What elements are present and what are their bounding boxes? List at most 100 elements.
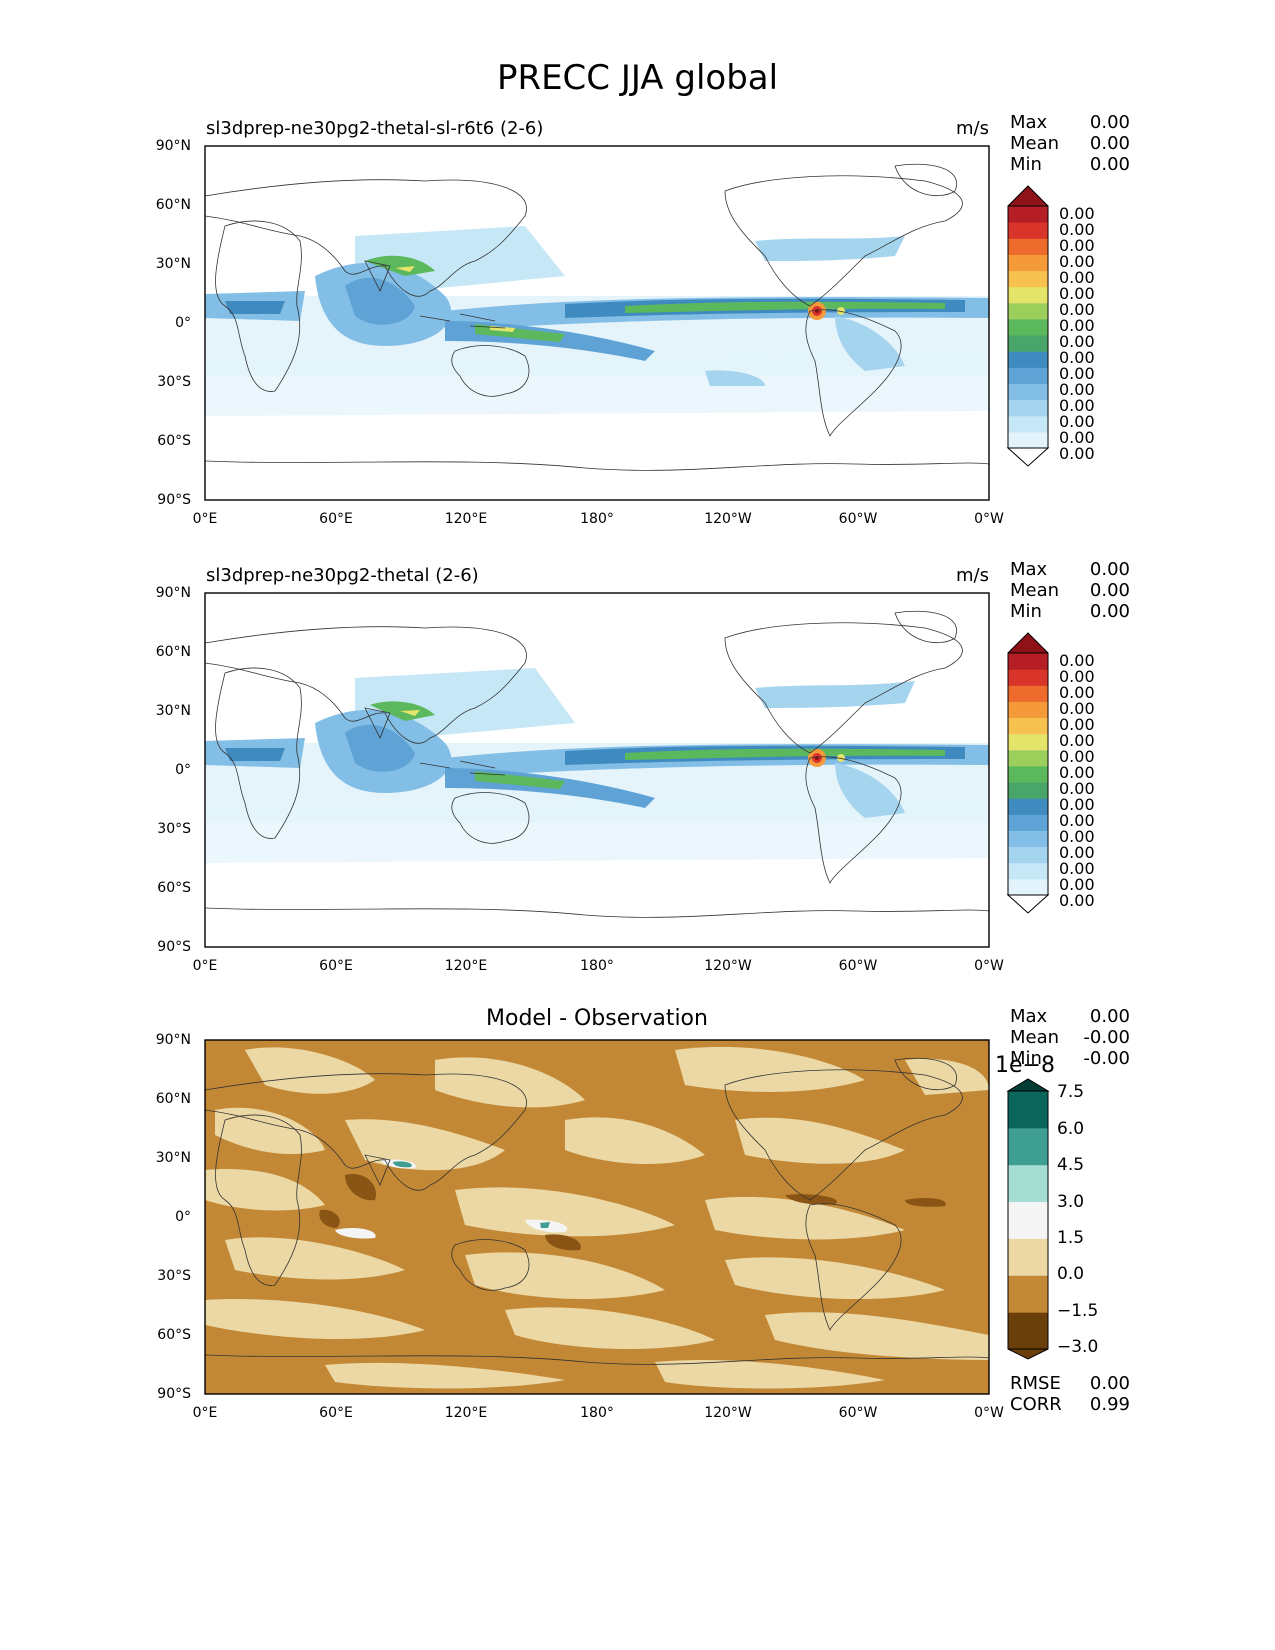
diff-field bbox=[205, 1046, 989, 1389]
panel-3-xtick: 0°W bbox=[974, 1405, 1004, 1421]
colorbar-label: 0.00 bbox=[1059, 763, 1095, 782]
colorbar-label: 0.00 bbox=[1059, 444, 1095, 463]
colorbar-label: 0.00 bbox=[1059, 667, 1095, 686]
panel-1-xtick: 0°E bbox=[192, 511, 218, 527]
colorbar-swatch bbox=[1008, 1312, 1048, 1350]
panel-2-colorbar bbox=[1006, 632, 1050, 914]
colorbar-label: 0.00 bbox=[1059, 715, 1095, 734]
colorbar-swatch bbox=[1008, 286, 1048, 304]
panel-3-stat-min-value: -0.00 bbox=[1083, 1048, 1130, 1069]
panel-1-units: m/s bbox=[956, 118, 989, 139]
panel-1-stat-mean-value: 0.00 bbox=[1089, 133, 1130, 154]
colorbar-label: 0.00 bbox=[1059, 412, 1095, 431]
panel-1-stat-mean-label: Mean bbox=[1010, 133, 1060, 154]
panel-1-stat-max-value: 0.00 bbox=[1089, 112, 1130, 133]
colorbar-label: 0.00 bbox=[1059, 811, 1095, 830]
panel-3-xtick: 60°W bbox=[838, 1405, 878, 1421]
panel-3-stat-mean-value: -0.00 bbox=[1083, 1027, 1130, 1048]
panel-1-stat-min-value: 0.00 bbox=[1089, 154, 1130, 175]
colorbar-label: 0.00 bbox=[1059, 380, 1095, 399]
colorbar-swatch bbox=[1008, 846, 1048, 864]
colorbar-label: 0.00 bbox=[1059, 779, 1095, 798]
colorbar-label: 0.00 bbox=[1059, 252, 1095, 271]
panel-2-stat-max-label: Max bbox=[1010, 559, 1048, 580]
panel-3-stat-max-label: Max bbox=[1010, 1006, 1048, 1027]
panel-1-stat-max-label: Max bbox=[1010, 112, 1048, 133]
panel-3-title: Model - Observation bbox=[486, 1006, 708, 1031]
panel-2-stat-max-value: 0.00 bbox=[1089, 559, 1130, 580]
colorbar-swatch bbox=[1008, 318, 1048, 336]
panel-3-stat-mean-label: Mean bbox=[1010, 1027, 1060, 1048]
colorbar-swatch bbox=[1008, 415, 1048, 433]
panel-2-ytick: 60°N bbox=[155, 644, 191, 660]
colorbar-swatch bbox=[1008, 254, 1048, 272]
colorbar-swatch bbox=[1008, 814, 1048, 831]
colorbar-diff-label: 4.5 bbox=[1057, 1155, 1085, 1175]
colorbar-label: 0.00 bbox=[1059, 284, 1095, 303]
panel-2-map bbox=[204, 592, 990, 948]
panel-2-ytick: 30°S bbox=[157, 821, 191, 837]
panel-3-colorbar bbox=[1006, 1078, 1050, 1360]
colorbar-swatch bbox=[1008, 765, 1048, 783]
colorbar-label: 0.00 bbox=[1059, 428, 1095, 447]
colorbar-swatch bbox=[1008, 222, 1048, 239]
colorbar-diff-label: 3.0 bbox=[1057, 1192, 1085, 1212]
colorbar-swatch bbox=[1008, 399, 1048, 417]
colorbar-label: 0.00 bbox=[1059, 364, 1095, 383]
panel-1-ytick: 90°N bbox=[155, 138, 191, 154]
colorbar-swatch bbox=[1008, 862, 1048, 880]
panel-2-ytick: 60°S bbox=[157, 880, 191, 896]
colorbar-swatch bbox=[1008, 782, 1048, 799]
colorbar-label: 0.00 bbox=[1059, 316, 1095, 335]
colorbar-label: 0.00 bbox=[1059, 875, 1095, 894]
panel-2-title: sl3dprep-ne30pg2-thetal (2-6) bbox=[206, 565, 479, 586]
colorbar-diff-label: 0.0 bbox=[1057, 1264, 1085, 1284]
colorbar-diff-label: 6.0 bbox=[1057, 1119, 1085, 1139]
colorbar-swatch bbox=[1008, 717, 1048, 735]
panel-2-stat-min-label: Min bbox=[1010, 601, 1042, 622]
panel-3-xtick: 60°E bbox=[319, 1405, 353, 1421]
colorbar-swatch bbox=[1008, 1164, 1048, 1203]
panel-1-xtick: 60°W bbox=[838, 511, 878, 527]
panel-2-ytick: 90°N bbox=[155, 585, 191, 601]
colorbar-swatch bbox=[1008, 733, 1048, 751]
panel-1-ytick: 0° bbox=[175, 315, 191, 331]
panel-3-corr-label: CORR bbox=[1010, 1394, 1062, 1415]
panel-1-ytick: 90°S bbox=[157, 492, 191, 508]
panel-3-corr-value: 0.99 bbox=[1089, 1394, 1130, 1415]
colorbar-label: 0.00 bbox=[1059, 300, 1095, 319]
panel-2-ytick: 90°S bbox=[157, 939, 191, 955]
panel-2-units: m/s bbox=[956, 565, 989, 586]
colorbar-label: 0.00 bbox=[1059, 220, 1095, 239]
colorbar-swatch bbox=[1008, 685, 1048, 702]
panel-3-ytick: 60°S bbox=[157, 1327, 191, 1343]
panel-1-ytick: 60°S bbox=[157, 433, 191, 449]
panel-2-xtick: 120°W bbox=[704, 958, 752, 974]
panel-2-xtick: 60°W bbox=[838, 958, 878, 974]
panel-1-colorbar bbox=[1006, 185, 1050, 467]
coastlines-2 bbox=[204, 610, 990, 918]
colorbar-swatch bbox=[1008, 830, 1048, 848]
colorbar-label: 0.00 bbox=[1059, 731, 1095, 750]
panel-3-rmse-label: RMSE bbox=[1010, 1373, 1061, 1394]
panel-3-xtick: 120°W bbox=[704, 1405, 752, 1421]
colorbar-label: 0.00 bbox=[1059, 747, 1095, 766]
colorbar-swatch bbox=[1008, 302, 1048, 320]
colorbar-diff-label: −1.5 bbox=[1057, 1301, 1099, 1321]
panel-1-ytick: 60°N bbox=[155, 197, 191, 213]
colorbar-swatch bbox=[1008, 798, 1048, 815]
colorbar-swatch bbox=[1008, 238, 1048, 255]
panel-2-xtick: 0°W bbox=[974, 958, 1004, 974]
diff-strong-positive bbox=[393, 1161, 550, 1228]
colorbar-swatch bbox=[1008, 1127, 1048, 1166]
colorbar-swatch bbox=[1008, 1275, 1048, 1313]
panel-3-xtick: 0°E bbox=[192, 1405, 218, 1421]
colorbar-swatch bbox=[1008, 1238, 1048, 1276]
colorbar-label: 0.00 bbox=[1059, 795, 1095, 814]
panel-3-ytick: 30°N bbox=[155, 1150, 191, 1166]
colorbar-swatch bbox=[1008, 1201, 1048, 1239]
colorbar-swatch bbox=[1008, 367, 1048, 384]
colorbar-diff-label: 1.5 bbox=[1057, 1228, 1085, 1248]
colorbar-diff-label: −3.0 bbox=[1057, 1337, 1099, 1357]
colorbar-label: 0.00 bbox=[1059, 268, 1095, 287]
